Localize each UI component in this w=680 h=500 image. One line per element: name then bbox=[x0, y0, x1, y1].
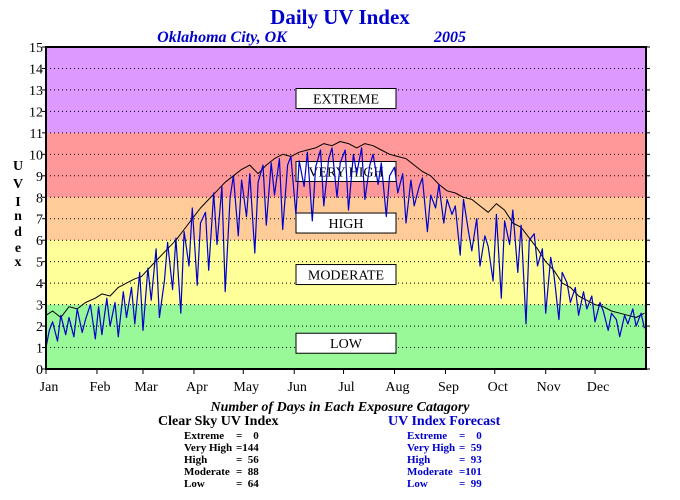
stats-row: High = 56 bbox=[158, 454, 278, 466]
stats-row: Moderate =101 bbox=[388, 466, 500, 478]
series-line bbox=[45, 147, 645, 348]
band-label: MODERATE bbox=[308, 269, 384, 284]
band-label: EXTREME bbox=[313, 93, 379, 108]
stats-row-label: High bbox=[407, 454, 431, 466]
clear-sky-rows: Extreme = 0 Very High =144 High = 56 Moderate =… bbox=[158, 430, 278, 490]
y-tick-label: 8 bbox=[36, 191, 43, 206]
stats-row: Low = 99 bbox=[388, 478, 500, 490]
stats-row-label: Low bbox=[407, 478, 428, 490]
y-tick-label: 4 bbox=[36, 277, 43, 292]
stats-row-value: = 59 bbox=[459, 442, 482, 454]
y-tick-label: 3 bbox=[36, 299, 43, 314]
stats-row: Extreme = 0 bbox=[158, 430, 278, 442]
y-axis-label-char: d bbox=[14, 225, 22, 240]
x-tick-label: Jan bbox=[40, 380, 59, 395]
stats-row-value: =144 bbox=[236, 442, 259, 454]
y-tick-label: 2 bbox=[36, 320, 43, 335]
stats-row-label: Moderate bbox=[184, 466, 230, 478]
stats-row-value: = 99 bbox=[459, 478, 482, 490]
stats-row: High = 93 bbox=[388, 454, 500, 466]
stats-row-value: = 0 bbox=[236, 430, 259, 442]
chart-location: Oklahoma City, OK bbox=[157, 29, 288, 46]
x-tick-label: Aug bbox=[385, 380, 409, 395]
stats-row: Very High =144 bbox=[158, 442, 278, 454]
forecast-stats-title: UV Index Forecast bbox=[388, 414, 501, 429]
stats-row-value: = 93 bbox=[459, 454, 482, 466]
stats-row: Moderate = 88 bbox=[158, 466, 278, 478]
clear-sky-stats: Clear Sky UV Index Extreme = 0 Very High =1… bbox=[158, 414, 278, 490]
stats-row-value: = 64 bbox=[236, 478, 259, 490]
stats-row: Very High = 59 bbox=[388, 442, 500, 454]
y-tick-label: 0 bbox=[36, 363, 43, 378]
x-tick-label: Feb bbox=[89, 380, 110, 395]
band-label-box bbox=[295, 332, 397, 354]
band-label: LOW bbox=[330, 337, 363, 352]
y-tick-label: 11 bbox=[30, 127, 43, 142]
x-tick-label: Apr bbox=[186, 380, 208, 395]
y-axis-label-char: U bbox=[13, 159, 23, 174]
y-tick-label: 9 bbox=[36, 170, 43, 185]
stats-row-value: = 56 bbox=[236, 454, 259, 466]
y-tick-label: 7 bbox=[36, 213, 43, 228]
plot-frame bbox=[45, 46, 647, 370]
stats-row-label: Very High bbox=[184, 442, 233, 454]
stats-row-label: Extreme bbox=[184, 430, 225, 442]
y-axis-label-char: V bbox=[13, 177, 23, 192]
x-axis-ticks: Jan Feb Mar Apr May Jun Jul Aug Sep Oct Nov Dec bbox=[40, 369, 610, 395]
stats-row-value: =101 bbox=[459, 466, 482, 478]
series-line bbox=[45, 141, 645, 318]
clear-sky-stats-title: Clear Sky UV Index bbox=[158, 414, 279, 429]
x-tick-label: May bbox=[233, 380, 259, 395]
y-tick-label: 10 bbox=[29, 148, 43, 163]
forecast-rows: Extreme = 0 Very High = 59 High = 93 Moderate =… bbox=[388, 430, 500, 490]
y-tick-label: 5 bbox=[36, 256, 43, 271]
x-tick-label: Jun bbox=[287, 380, 306, 395]
x-tick-label: Sep bbox=[438, 380, 459, 395]
chart-year: 2005 bbox=[433, 29, 466, 46]
stats-row-label: Extreme bbox=[407, 430, 448, 442]
stats-row-label: Low bbox=[184, 478, 205, 490]
x-tick-label: Dec bbox=[587, 380, 610, 395]
y-tick-label: 1 bbox=[36, 342, 43, 357]
clear-sky-series bbox=[45, 141, 645, 318]
x-tick-label: Jul bbox=[338, 380, 354, 395]
y-tick-label: 15 bbox=[29, 41, 43, 56]
band-label: HIGH bbox=[329, 217, 364, 232]
y-axis-label-char: n bbox=[14, 209, 22, 224]
stats-row-label: Moderate bbox=[407, 466, 453, 478]
forecast-series bbox=[45, 147, 645, 348]
band-label-box bbox=[295, 264, 397, 286]
forecast-stats: UV Index Forecast Extreme = 0 Very High = 5… bbox=[388, 414, 500, 490]
stats-row-value: = 0 bbox=[459, 430, 482, 442]
y-tick-label: 13 bbox=[29, 84, 43, 99]
chart-title: Daily UV Index bbox=[270, 5, 410, 29]
band-label-box bbox=[295, 88, 397, 110]
y-tick-label: 12 bbox=[29, 105, 43, 120]
y-tick-label: 6 bbox=[36, 234, 43, 249]
x-tick-label: Nov bbox=[537, 380, 561, 395]
y-tick-label: 14 bbox=[29, 62, 43, 77]
counts-title: Number of Days in Each Exposure Catagory bbox=[210, 400, 470, 415]
x-tick-label: Oct bbox=[488, 380, 508, 395]
x-tick-label: Mar bbox=[134, 380, 158, 395]
stats-row-value: = 88 bbox=[236, 466, 259, 478]
y-axis-label-char: x bbox=[15, 255, 22, 270]
y-axis-label-char: I bbox=[15, 195, 20, 210]
stats-row: Low = 64 bbox=[158, 478, 278, 490]
stats-row-label: Very High bbox=[407, 442, 456, 454]
y-axis-label-char: e bbox=[15, 241, 21, 256]
stats-row: Extreme = 0 bbox=[388, 430, 500, 442]
band-label-box bbox=[295, 212, 397, 234]
stats-row-label: High bbox=[184, 454, 208, 466]
